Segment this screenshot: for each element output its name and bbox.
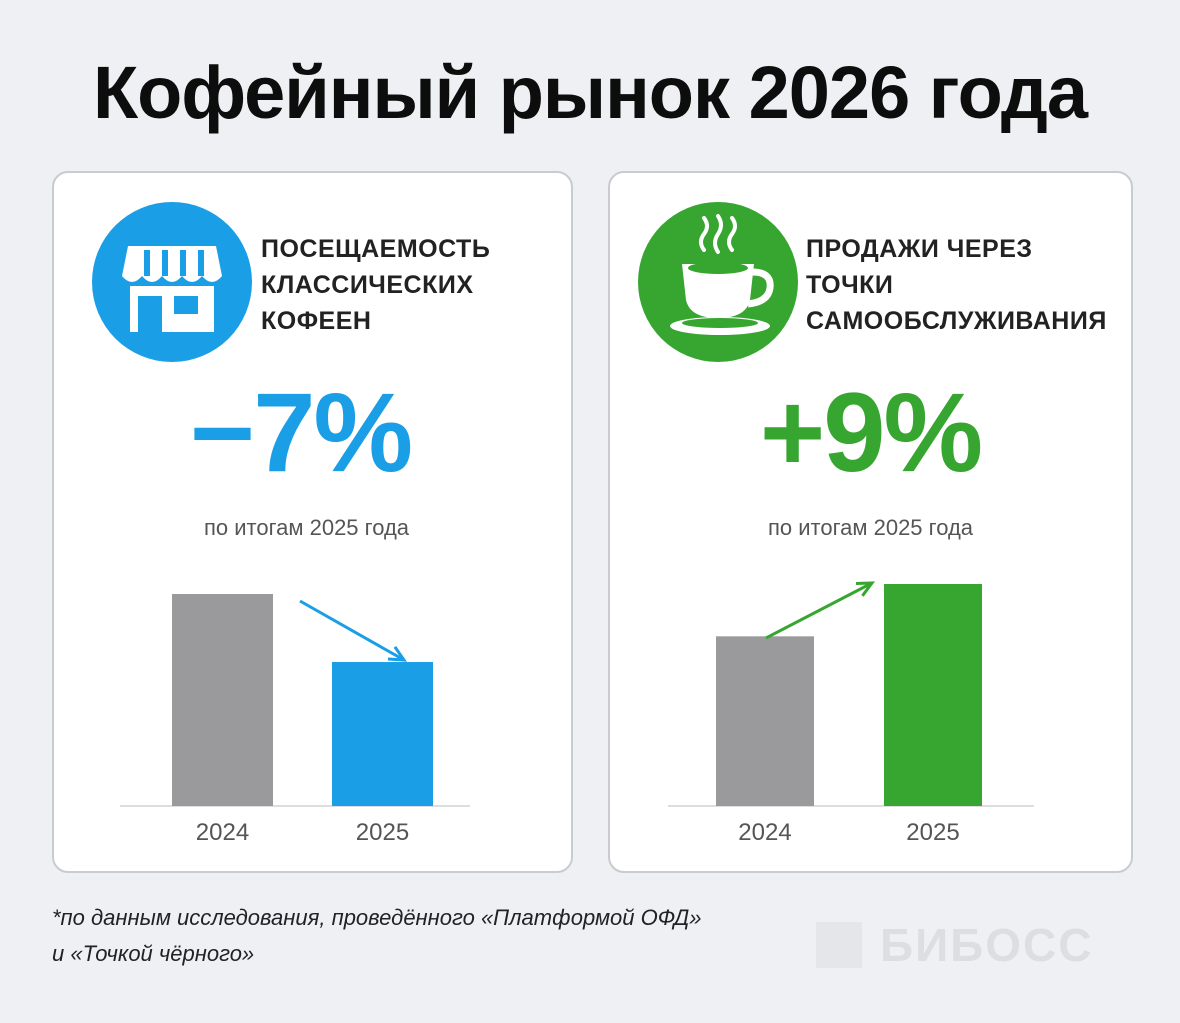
period-caption: по итогам 2025 года (203, 515, 410, 540)
footnote-line: и «Точкой чёрного» (52, 941, 255, 966)
heading-line: КЛАССИЧЕСКИХ (261, 271, 474, 299)
x-tick-label: 2025 (906, 819, 959, 846)
card-heading: ПОСЕЩАЕМОСТЬ КЛАССИЧЕСКИХ КОФЕЕН (261, 231, 551, 339)
period-caption: по итогам 2025 года (767, 515, 974, 540)
bar-2025 (884, 584, 982, 806)
classic-coffee-shops-card: ПОСЕЩАЕМОСТЬ КЛАССИЧЕСКИХ КОФЕЕН −7% по … (52, 171, 573, 873)
heading-line: КОФЕЕН (261, 307, 372, 335)
self-service-sales-card: ПРОДАЖИ ЧЕРЕЗ ТОЧКИ САМООБСЛУЖИВАНИЯ +9%… (608, 171, 1133, 873)
arrowhead-icon (387, 645, 407, 662)
page-title: Кофейный рынок 2026 года (92, 51, 1088, 134)
heading-line: ПРОДАЖИ ЧЕРЕЗ (806, 235, 1033, 263)
brand-logo: БИБОСС (816, 920, 1126, 970)
arrowhead-icon (855, 581, 876, 597)
logo-text: БИБОСС (880, 919, 1094, 971)
bar-chart: 2024 2025 (120, 594, 470, 846)
bar-chart: 2024 2025 (668, 581, 1034, 846)
heading-line: ПОСЕЩАЕМОСТЬ (261, 235, 491, 263)
footnote-line: *по данным исследования, проведённого «П… (52, 905, 702, 930)
x-tick-label: 2024 (196, 819, 249, 846)
bar-2025 (332, 662, 433, 806)
bar-2024 (172, 594, 273, 806)
trend-arrow-icon (299, 599, 405, 662)
bar-2024 (716, 636, 814, 806)
change-value: +9% (759, 370, 983, 495)
trend-arrow-icon (765, 581, 873, 640)
x-tick-label: 2025 (356, 819, 409, 846)
heading-line: САМООБСЛУЖИВАНИЯ (806, 307, 1107, 335)
coffee-cup-icon (638, 202, 798, 362)
heading-line: ТОЧКИ (806, 271, 894, 299)
logo-mark-icon (816, 922, 862, 968)
source-footnote: *по данным исследования, проведённого «П… (52, 900, 792, 972)
x-tick-label: 2024 (738, 819, 791, 846)
card-heading: ПРОДАЖИ ЧЕРЕЗ ТОЧКИ САМООБСЛУЖИВАНИЯ (806, 231, 1126, 339)
storefront-icon (92, 202, 252, 362)
change-value: −7% (189, 370, 413, 495)
